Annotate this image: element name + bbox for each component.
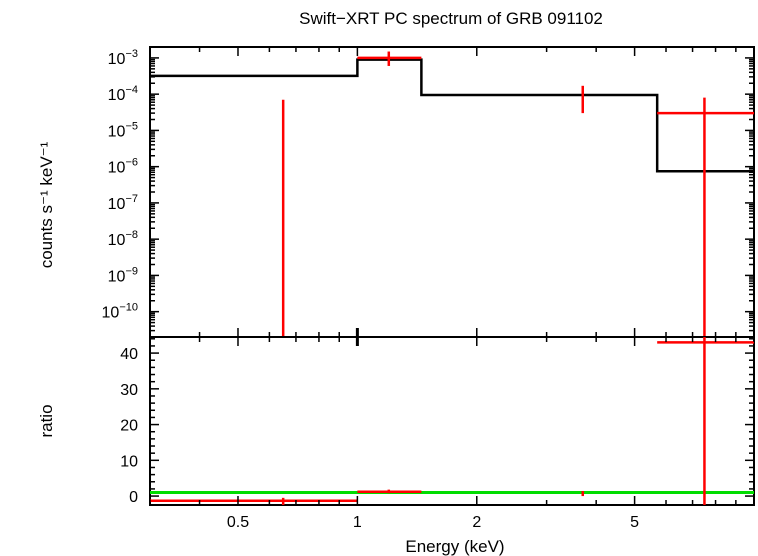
- top-y-axis-label: counts s⁻¹ keV⁻¹: [37, 141, 56, 268]
- y-tick-label: 10−6: [108, 157, 138, 177]
- bottom-panel-frame: [149, 336, 755, 506]
- y-tick-label: 10−3: [108, 48, 138, 68]
- bottom-y-axis-label: ratio: [37, 404, 56, 437]
- x-tick-label: 0.5: [227, 514, 249, 531]
- y-tick-label: 10−5: [108, 120, 138, 140]
- y-tick-label: 0: [129, 489, 138, 506]
- y-tick-label: 10−7: [108, 193, 138, 213]
- y-tick-label: 30: [120, 382, 138, 399]
- x-axis: 0.5 1 2 5: [149, 47, 755, 531]
- y-tick-label: 10−10: [102, 302, 138, 322]
- x-tick-label: 5: [630, 514, 639, 531]
- y-tick-label: 10−8: [108, 229, 138, 249]
- top-panel: 10−3 10−4 10−5 10−6 10−7 10−8 10−9 10−10: [102, 46, 755, 338]
- x-tick-label: 1: [353, 514, 362, 531]
- y-tick-label: 10: [120, 453, 138, 470]
- x-tick-label: 2: [472, 514, 481, 531]
- y-tick-label: 10−4: [108, 84, 138, 104]
- y-tick-label: 20: [120, 418, 138, 435]
- bottom-panel: 0 10 20 30 40: [120, 336, 755, 506]
- y-tick-label: 40: [120, 346, 138, 363]
- y-tick-label: 10−9: [108, 265, 138, 285]
- x-axis-label: Energy (keV): [405, 537, 504, 556]
- model-step-line: [150, 58, 754, 173]
- chart-title: Swift−XRT PC spectrum of GRB 091102: [299, 9, 603, 28]
